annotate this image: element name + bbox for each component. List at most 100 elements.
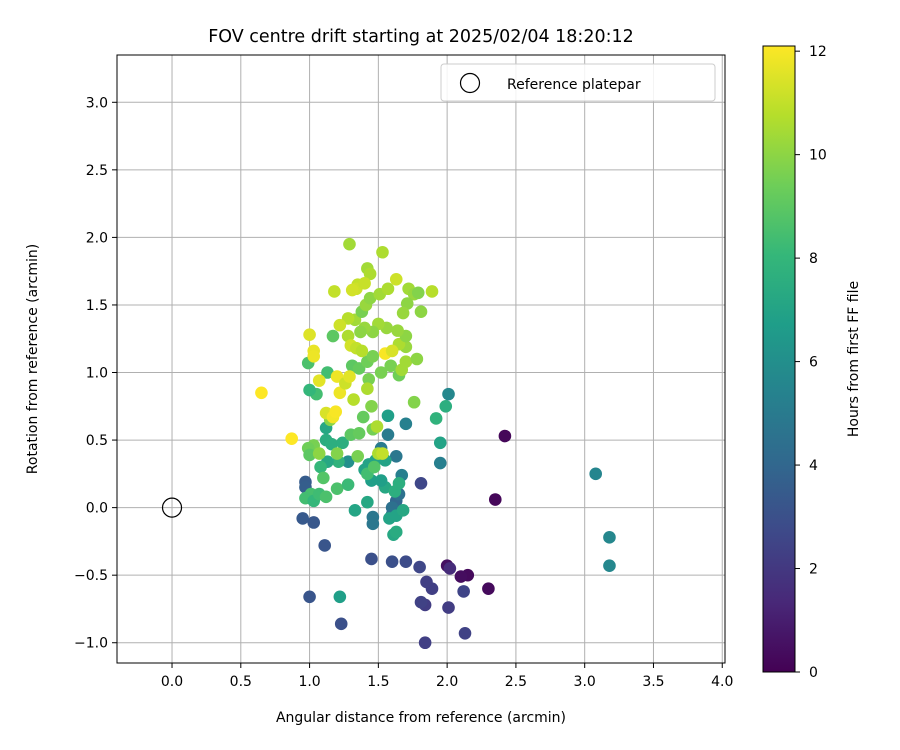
scatter-point [343,370,356,383]
scatter-point [498,429,512,443]
plot-area-frame [116,54,726,664]
x-tick-label: 3.5 [642,674,664,690]
scatter-point [355,344,369,358]
scatter-point [370,420,384,433]
y-tick-label: −0.5 [74,568,108,584]
scatter-point [413,560,426,574]
scatter-point [376,447,389,460]
scatter-points [255,237,616,650]
scatter-point [589,467,602,481]
scatter-point [414,305,428,319]
scatter-point [603,559,616,573]
colorbar-tick-label: 6 [809,355,818,371]
y-tick-label: 2.0 [86,230,108,246]
grid [117,55,725,663]
scatter-point [354,325,367,339]
scatter-point [345,283,359,297]
scatter-point [420,575,433,589]
scatter-point [325,437,338,451]
scatter-point [347,393,360,406]
colorbar-tick-label: 2 [809,562,818,578]
legend: Reference platepar [440,63,716,102]
scatter-point [381,428,395,441]
scatter-point [333,590,347,604]
scatter-point [458,626,472,640]
scatter-point [348,504,362,517]
scatter-point [365,399,378,413]
scatter-point [488,493,502,506]
scatter-point [389,272,403,286]
scatter-point [285,432,298,446]
y-tick-label: 0.0 [86,501,108,517]
reference-platepar-marker [161,497,183,518]
y-axis-label: Rotation from reference (arcmin) [25,244,41,474]
scatter-point [396,504,410,517]
scatter-point [321,366,334,379]
scatter-point [334,617,348,631]
scatter-point [312,374,326,387]
scatter-point [312,447,326,460]
scatter-point [326,329,340,343]
colorbar-tick-label: 8 [809,251,818,267]
scatter-point [385,344,399,358]
scatter-point [341,455,355,468]
scatter-point [363,267,377,281]
x-tick-label: 0.5 [230,674,252,690]
colorbar-tick-label: 0 [809,665,818,681]
scatter-point [303,383,316,397]
scatter-point [454,570,468,583]
scatter-point [333,318,347,332]
scatter-point [482,582,495,595]
colorbar: 0 2 4 6 8 10 12 Hours from first FF file [762,44,862,681]
scatter-point [391,324,404,337]
y-axis-ticks: −1.0 −0.5 0.0 0.5 1.0 1.5 2.0 2.5 3.0 [74,95,117,652]
x-tick-label: 0.0 [161,674,183,690]
scatter-point [330,447,344,460]
reference-marker-layer [161,497,183,518]
scatter-point [318,539,332,552]
scatter-point [439,399,453,413]
colorbar-ticks: 0 2 4 6 8 10 12 [795,44,827,681]
colorbar-tick-label: 4 [809,458,818,474]
scatter-point [363,291,377,305]
x-axis-ticks: 0.0 0.5 1.0 1.5 2.0 2.5 3.0 3.5 4.0 [161,663,733,690]
scatter-point [443,562,457,575]
colorbar-label: Hours from first FF file [846,281,862,437]
y-tick-label: 0.5 [86,433,108,449]
scatter-point [400,297,414,310]
scatter-point [356,410,370,424]
x-tick-label: 2.0 [436,674,458,690]
legend-box [440,63,716,102]
x-tick-label: 1.0 [298,674,320,690]
scatter-point [414,595,428,609]
scatter-point [314,460,327,474]
scatter-point [433,456,447,470]
scatter-point [255,386,268,400]
scatter-point [358,277,371,290]
x-tick-label: 2.5 [505,674,527,690]
scatter-point [384,359,398,373]
scatter-point [385,555,399,568]
x-axis-label: Angular distance from reference (arcmin) [276,710,566,726]
scatter-point [341,478,355,491]
scatter-point [411,286,425,300]
scatter-point [433,436,447,450]
scatter-point [329,405,343,418]
scatter-point [399,355,413,369]
x-tick-label: 3.0 [574,674,596,690]
scatter-point [374,474,388,487]
y-tick-label: −1.0 [74,636,108,652]
scatter-point [303,448,316,462]
scatter-point [296,512,310,525]
scatter-point [333,386,347,400]
scatter-point [352,427,366,440]
scatter-point [336,436,349,450]
colorbar-tick-label: 10 [809,148,827,164]
scatter-point [341,329,355,343]
chart-title: FOV centre drift starting at 2025/02/04 … [208,27,634,47]
scatter-point [328,285,341,298]
scatter-point [392,477,406,490]
y-tick-label: 3.0 [86,95,108,111]
scatter-point [307,516,321,529]
scatter-point [366,349,380,363]
